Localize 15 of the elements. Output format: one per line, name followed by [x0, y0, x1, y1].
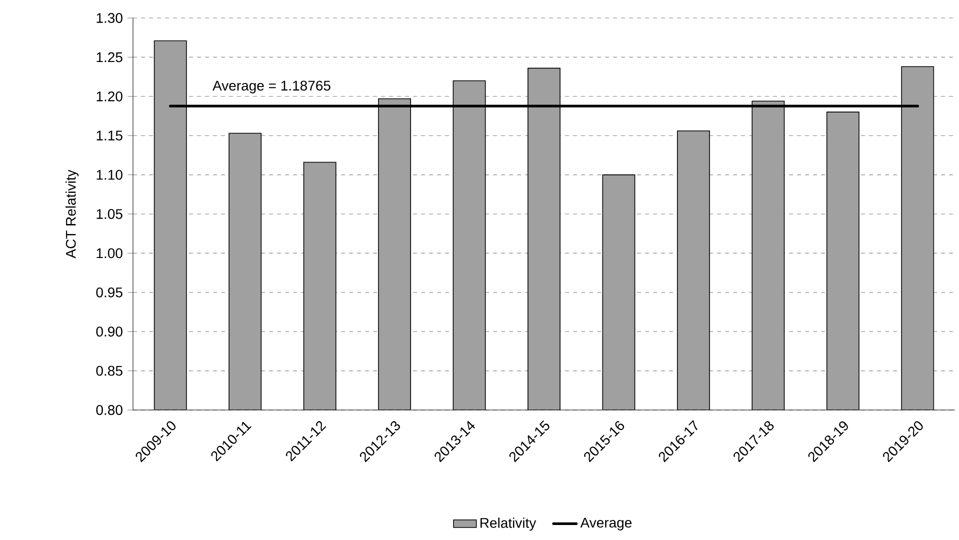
annotation: Average = 1.18765 [212, 80, 330, 94]
y-tick-label: 1.05 [96, 209, 122, 219]
y-tick-label: 1.15 [96, 130, 122, 140]
y-tick-label: 0.80 [96, 405, 122, 415]
y-tick-label: 0.95 [96, 287, 122, 298]
y-tick-label: 0.90 [96, 326, 122, 337]
y-axis-title: ACT Relativity [66, 170, 79, 258]
y-tick-label: 1.00 [96, 248, 122, 258]
y-tick-label: 1.25 [96, 52, 122, 62]
y-tick-label: 0.85 [96, 366, 122, 376]
y-tick-label: 1.10 [96, 170, 122, 180]
y-tick-label: 1.20 [96, 91, 122, 102]
legend-label: Average [580, 518, 632, 530]
legend-label: Relativity [480, 518, 536, 531]
y-tick-label: 1.30 [96, 13, 122, 23]
